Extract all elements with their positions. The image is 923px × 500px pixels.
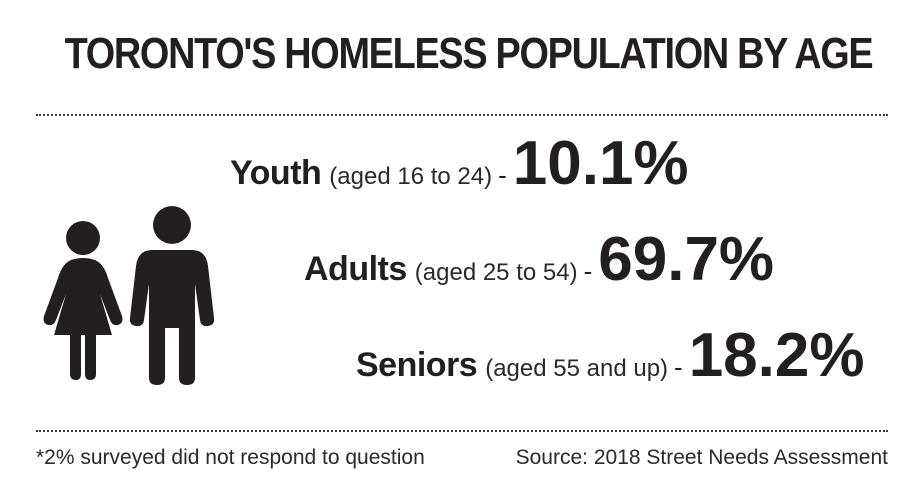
adults-dash: -	[583, 256, 593, 286]
male-person-icon	[129, 206, 215, 385]
people-illustration	[43, 206, 215, 385]
source-credit: Source: 2018 Street Needs Assessment	[515, 446, 888, 469]
female-person-icon	[43, 221, 123, 380]
youth-row: Youth (aged 16 to 24) - 10.1%	[230, 128, 689, 199]
youth-percentage: 10.1%	[512, 129, 689, 198]
adults-label: Adults	[304, 250, 407, 288]
page-title: TORONTO'S HOMELESS POPULATION BY AGE	[64, 29, 874, 78]
footnote: *2% surveyed did not respond to question	[36, 446, 425, 469]
adults-percentage: 69.7%	[598, 225, 775, 294]
youth-dash: -	[498, 160, 507, 190]
seniors-age-range: (aged 55 and up)	[485, 355, 669, 382]
bottom-dotted-divider	[36, 430, 888, 432]
top-dotted-divider	[36, 114, 888, 116]
adults-age-range: (aged 25 to 54)	[414, 259, 578, 286]
youth-label: Youth	[230, 154, 322, 192]
seniors-label: Seniors	[356, 346, 478, 384]
seniors-percentage: 18.2%	[688, 321, 865, 390]
adults-row: Adults (aged 25 to 54) - 69.7%	[304, 224, 774, 295]
seniors-row: Seniors (aged 55 and up) - 18.2%	[356, 320, 865, 391]
seniors-dash: -	[674, 352, 683, 382]
youth-age-range: (aged 16 to 24)	[329, 163, 493, 190]
